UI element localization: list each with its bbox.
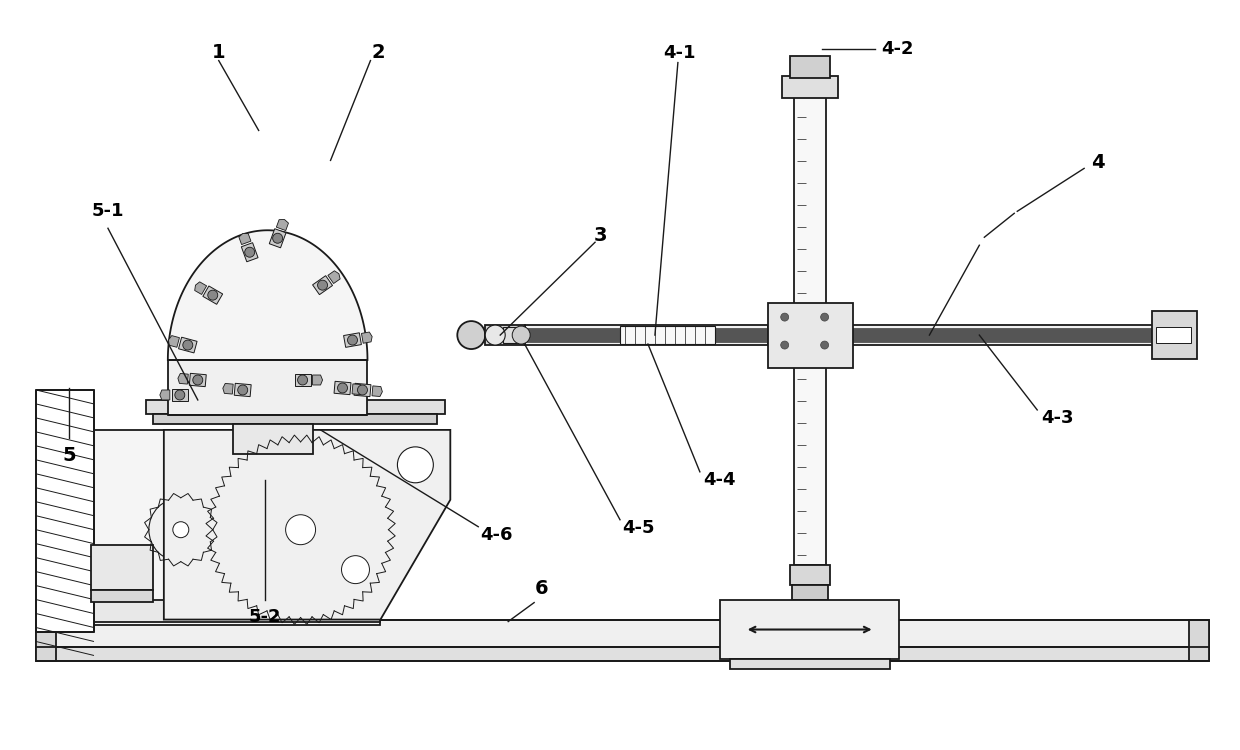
Polygon shape — [160, 390, 170, 400]
Text: 2: 2 — [372, 43, 386, 62]
Polygon shape — [327, 271, 340, 284]
Text: 4: 4 — [1091, 153, 1105, 172]
Bar — [36, 647, 1209, 662]
Bar — [781, 76, 837, 98]
Polygon shape — [190, 374, 206, 387]
Bar — [91, 544, 153, 590]
Bar — [1152, 311, 1197, 359]
Bar — [526, 328, 768, 342]
Polygon shape — [203, 286, 223, 304]
Bar — [167, 360, 367, 415]
Bar — [620, 326, 714, 344]
Bar — [1156, 327, 1190, 343]
Circle shape — [458, 321, 485, 349]
Bar — [485, 325, 526, 345]
Bar — [146, 400, 445, 414]
Text: 1: 1 — [212, 43, 226, 62]
Polygon shape — [353, 383, 371, 397]
Text: 4-1: 4-1 — [663, 44, 696, 62]
Circle shape — [781, 341, 789, 349]
Text: 5-1: 5-1 — [92, 202, 124, 220]
Circle shape — [213, 442, 388, 617]
Polygon shape — [312, 276, 332, 295]
Polygon shape — [239, 233, 250, 244]
Bar — [794, 95, 826, 335]
Polygon shape — [1189, 620, 1209, 662]
Circle shape — [347, 335, 357, 345]
Polygon shape — [242, 243, 258, 262]
Circle shape — [192, 375, 203, 385]
Text: 3: 3 — [593, 226, 606, 245]
Circle shape — [238, 385, 248, 395]
Polygon shape — [334, 381, 351, 394]
Bar — [802, 95, 817, 335]
Circle shape — [821, 313, 828, 321]
Circle shape — [273, 233, 283, 243]
Polygon shape — [234, 383, 252, 397]
Bar — [802, 335, 817, 565]
Circle shape — [397, 447, 433, 483]
Polygon shape — [223, 383, 233, 394]
Bar — [794, 335, 826, 565]
Polygon shape — [312, 375, 322, 385]
Circle shape — [298, 375, 308, 385]
Circle shape — [512, 326, 531, 344]
Circle shape — [285, 514, 315, 544]
Text: 4-5: 4-5 — [622, 519, 655, 537]
Polygon shape — [195, 282, 207, 295]
Circle shape — [781, 313, 789, 321]
Circle shape — [317, 280, 327, 290]
Circle shape — [821, 341, 828, 349]
Polygon shape — [361, 332, 372, 344]
Circle shape — [182, 340, 192, 350]
Circle shape — [172, 522, 188, 538]
Polygon shape — [169, 335, 180, 347]
Bar — [91, 599, 381, 622]
Bar — [153, 414, 438, 424]
Bar — [36, 390, 94, 632]
Polygon shape — [269, 229, 286, 248]
Text: 5-2: 5-2 — [248, 608, 281, 625]
Polygon shape — [179, 338, 197, 353]
Text: 4-2: 4-2 — [882, 40, 914, 58]
Bar — [730, 659, 889, 670]
Circle shape — [175, 390, 185, 400]
Polygon shape — [295, 374, 310, 386]
Bar — [233, 424, 312, 454]
Text: 5: 5 — [62, 446, 76, 465]
Text: 4-3: 4-3 — [1042, 409, 1074, 427]
Circle shape — [149, 498, 213, 562]
Circle shape — [244, 248, 254, 257]
Bar — [790, 56, 830, 77]
Circle shape — [357, 385, 367, 395]
Bar — [790, 565, 830, 584]
Bar — [91, 590, 153, 602]
Bar — [91, 430, 381, 625]
Circle shape — [208, 290, 218, 300]
Bar — [852, 328, 1152, 342]
Polygon shape — [372, 386, 382, 397]
Polygon shape — [352, 384, 362, 394]
Text: 6: 6 — [536, 578, 549, 598]
Bar — [526, 325, 768, 345]
Text: 4-6: 4-6 — [480, 526, 513, 544]
Polygon shape — [343, 333, 361, 347]
Text: 4-4: 4-4 — [703, 471, 735, 489]
Circle shape — [485, 325, 505, 345]
Bar — [36, 620, 1209, 647]
Bar — [768, 303, 853, 368]
Bar — [852, 325, 1184, 345]
Bar — [503, 327, 526, 343]
Polygon shape — [167, 230, 367, 360]
Polygon shape — [172, 389, 187, 401]
Polygon shape — [36, 620, 56, 662]
Polygon shape — [277, 220, 289, 230]
Polygon shape — [177, 374, 188, 384]
Bar — [791, 584, 827, 599]
Circle shape — [341, 556, 370, 584]
Circle shape — [337, 383, 347, 393]
Bar — [719, 599, 899, 659]
Polygon shape — [164, 430, 450, 620]
